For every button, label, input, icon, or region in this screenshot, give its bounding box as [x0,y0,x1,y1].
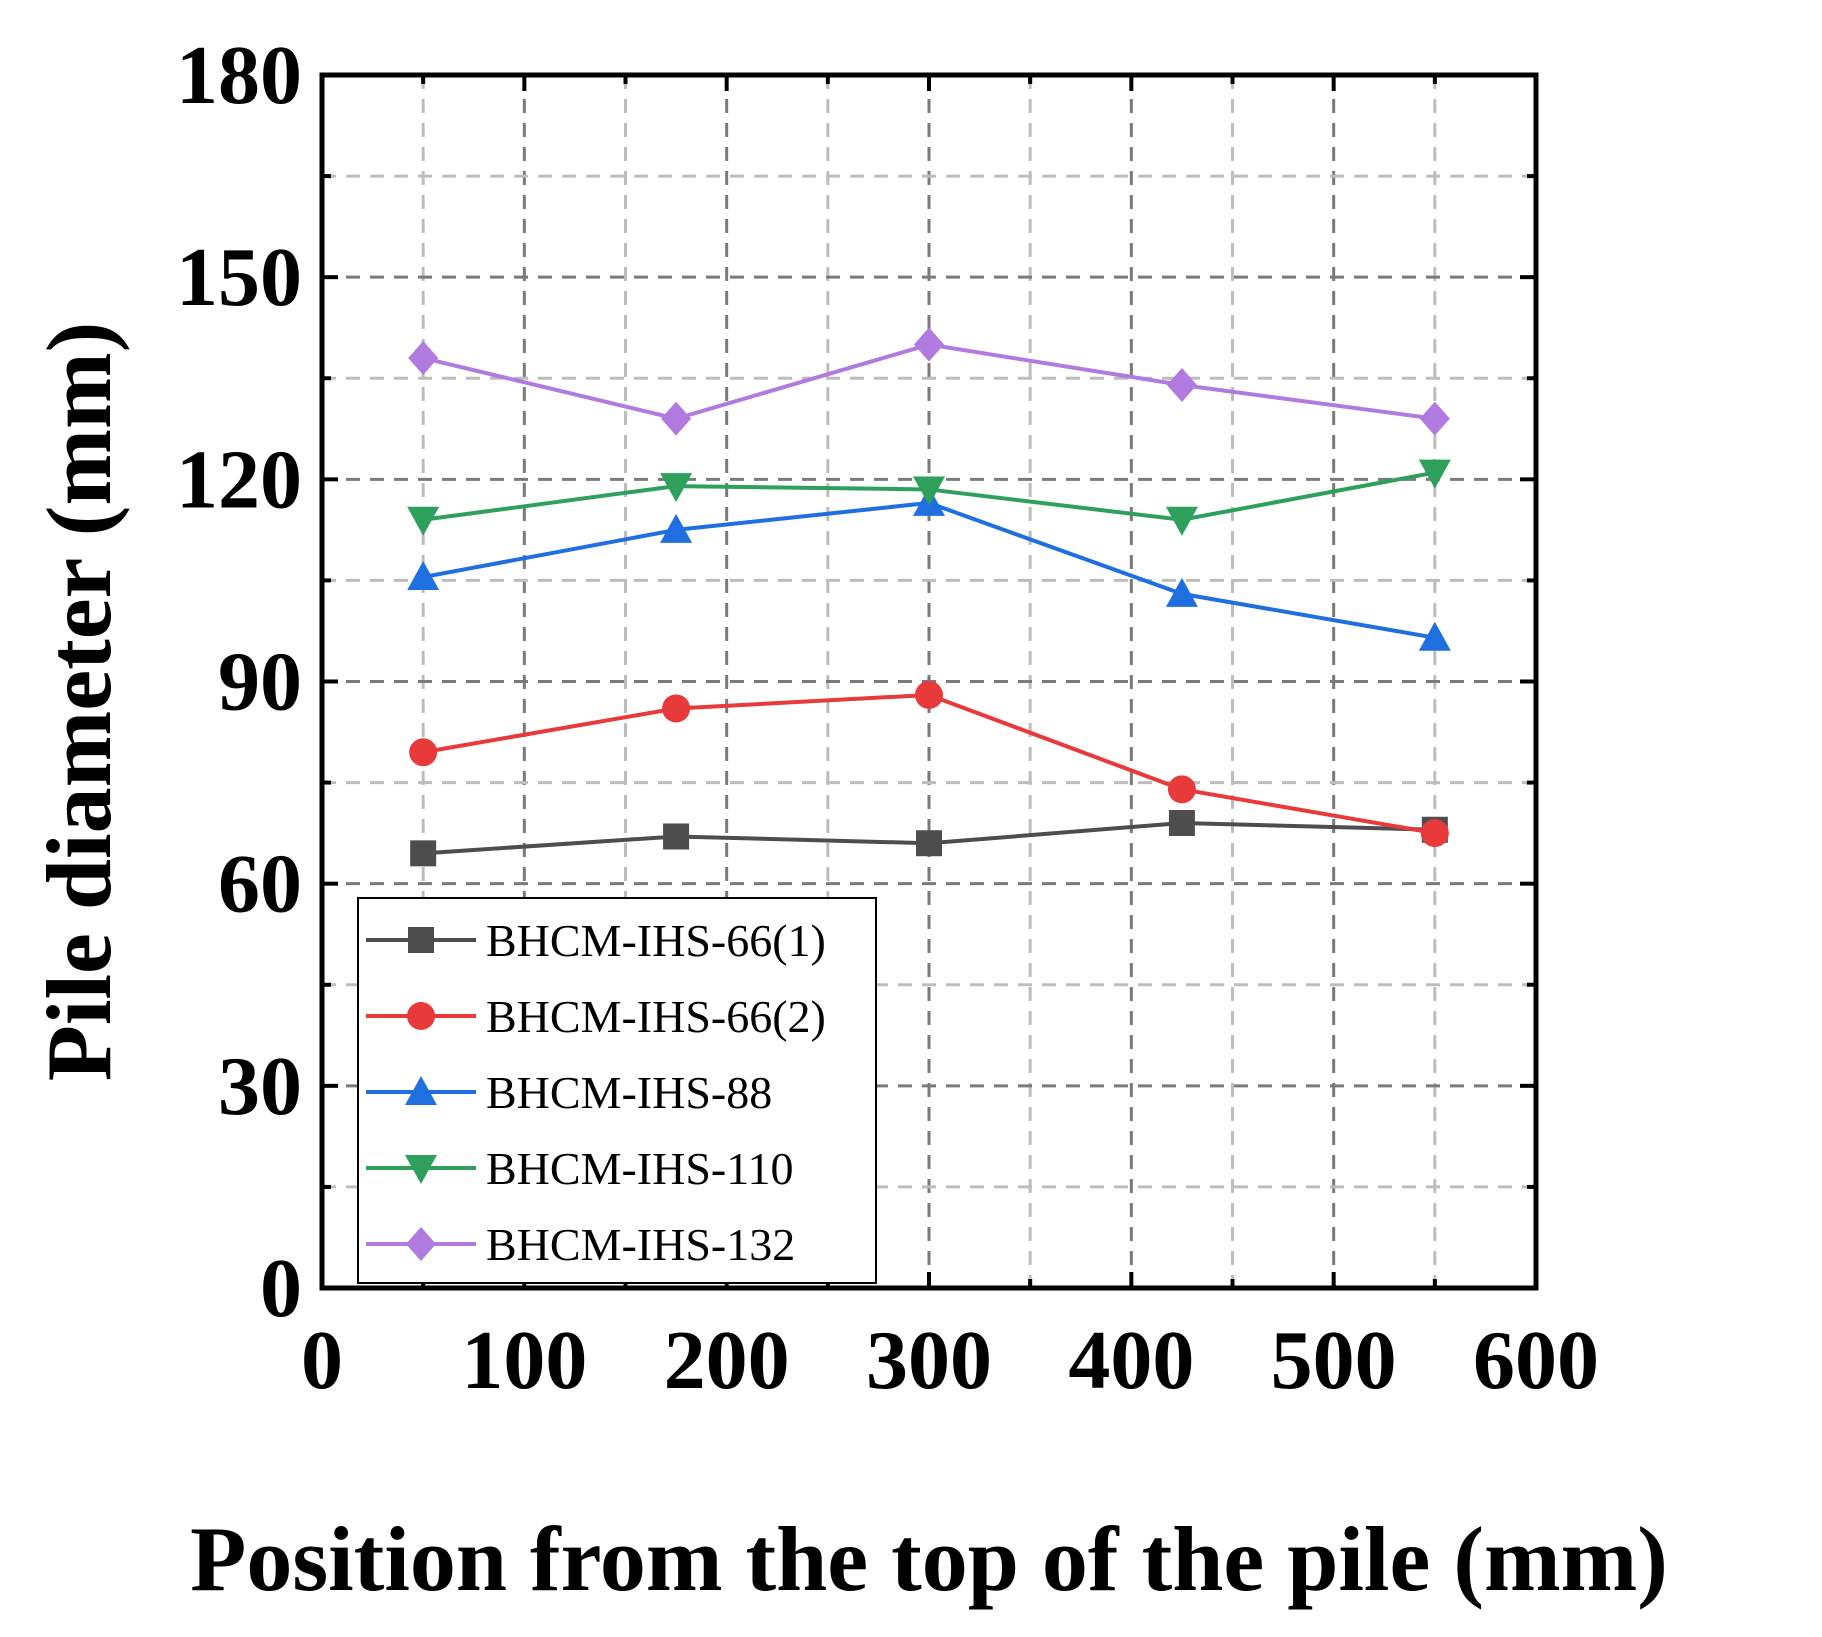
legend-label: BHCM-IHS-88 [486,1067,772,1118]
legend-label: BHCM-IHS-132 [486,1219,795,1270]
data-point [915,680,943,709]
data-point [407,561,440,591]
x-tick-label: 0 [301,1314,343,1407]
data-point [662,694,691,723]
data-point [916,830,942,857]
data-point [660,473,693,503]
y-tick-label: 120 [176,433,302,526]
tick-labels: 0 100 200 300 400 500 600 0 30 60 90 120 150 180 [176,29,1599,1407]
plot-frame [319,72,1539,1291]
legend-label: BHCM-IHS-110 [486,1143,794,1194]
data-point [410,840,437,867]
legend-marker [406,1227,436,1261]
legend-marker [405,1076,437,1105]
x-tick-label: 500 [1271,1314,1397,1407]
legend-item: BHCM-IHS-66(2) [366,991,826,1042]
data-point [1420,819,1449,848]
legend-marker [405,1155,437,1184]
legend-label: BHCM-IHS-66(1) [486,915,826,966]
legend-item: BHCM-IHS-110 [366,1143,794,1194]
legend-item: BHCM-IHS-66(1) [366,915,826,966]
y-tick-label: 150 [176,231,302,324]
x-tick-label: 100 [461,1314,587,1407]
data-point [1166,367,1197,402]
data-point [1418,621,1451,651]
x-tick-label: 300 [866,1314,992,1407]
data-point [1418,459,1451,489]
legend: BHCM-IHS-66(1) BHCM-IHS-66(2) BHCM-IHS-88 B… [357,897,877,1284]
x-tick-label: 200 [664,1314,790,1407]
series-2 [409,680,1449,848]
series-line [422,500,1436,640]
x-tick-label: 600 [1473,1314,1599,1407]
data-point [1167,775,1196,804]
y-tick-label: 180 [176,29,302,122]
y-tick-label: 0 [260,1242,302,1335]
data-point [661,401,692,436]
x-tick-label: 400 [1068,1314,1194,1407]
data-point [663,823,690,850]
legend-item: BHCM-IHS-88 [366,1067,772,1118]
x-axis-title: Position from the top of the pile (mm) [190,1508,1668,1610]
legend-item: BHCM-IHS-132 [366,1219,795,1270]
legend-label: BHCM-IHS-66(2) [486,991,826,1042]
series-1 [410,810,1448,867]
data-point [409,738,438,767]
data-point [660,513,693,543]
data-point [914,327,944,362]
series-5 [408,327,1450,436]
y-tick-label: 30 [218,1040,302,1133]
series-4 [407,459,1451,536]
data-point [1168,810,1195,837]
legend-marker [407,1002,435,1030]
series-line [422,692,1436,836]
data-point [408,341,439,376]
data-point [913,476,945,506]
y-tick-label: 90 [218,636,302,729]
legend-marker [408,927,434,953]
series-layer [407,327,1451,867]
data-point [407,506,440,536]
data-point [1419,401,1450,436]
data-point [1165,506,1198,536]
y-tick-label: 60 [218,838,302,931]
y-axis-title: Pile diameter (mm) [28,322,130,1082]
data-point [1165,577,1198,607]
